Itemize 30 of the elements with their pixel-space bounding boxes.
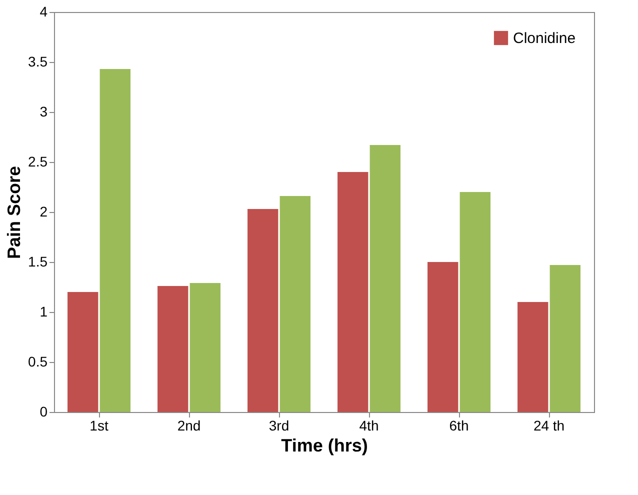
y-tick-label: 2.5 — [28, 154, 48, 170]
y-tick-label: 4 — [40, 4, 48, 20]
x-tick-label: 4th — [359, 418, 379, 434]
y-axis-title: Pain Score — [4, 166, 24, 260]
bar — [100, 69, 130, 412]
bar — [190, 283, 220, 412]
x-tick-label: 2nd — [177, 418, 201, 434]
y-tick-label: 3.5 — [28, 54, 48, 70]
bar — [158, 286, 188, 412]
bar — [68, 292, 98, 412]
y-tick-label: 2 — [40, 204, 48, 220]
bar — [518, 302, 548, 412]
x-tick-label: 1st — [90, 418, 108, 434]
legend-label: Clonidine — [513, 30, 576, 47]
y-tick-label: 3 — [40, 104, 48, 120]
bar — [370, 145, 400, 412]
y-tick-label: 0 — [40, 404, 48, 420]
x-axis-title: Time (hrs) — [281, 436, 368, 456]
bar — [460, 192, 490, 412]
x-tick-label: 6th — [449, 418, 469, 434]
x-tick-label: 3rd — [268, 418, 290, 434]
bar — [428, 262, 458, 412]
x-tick-label: 24 th — [533, 418, 565, 434]
bar — [338, 172, 368, 412]
bar — [280, 196, 310, 412]
y-tick-label: 0.5 — [28, 354, 48, 370]
bar — [550, 265, 580, 412]
bar — [248, 209, 278, 412]
y-tick-label: 1.5 — [28, 254, 48, 270]
y-tick-label: 1 — [40, 304, 48, 320]
